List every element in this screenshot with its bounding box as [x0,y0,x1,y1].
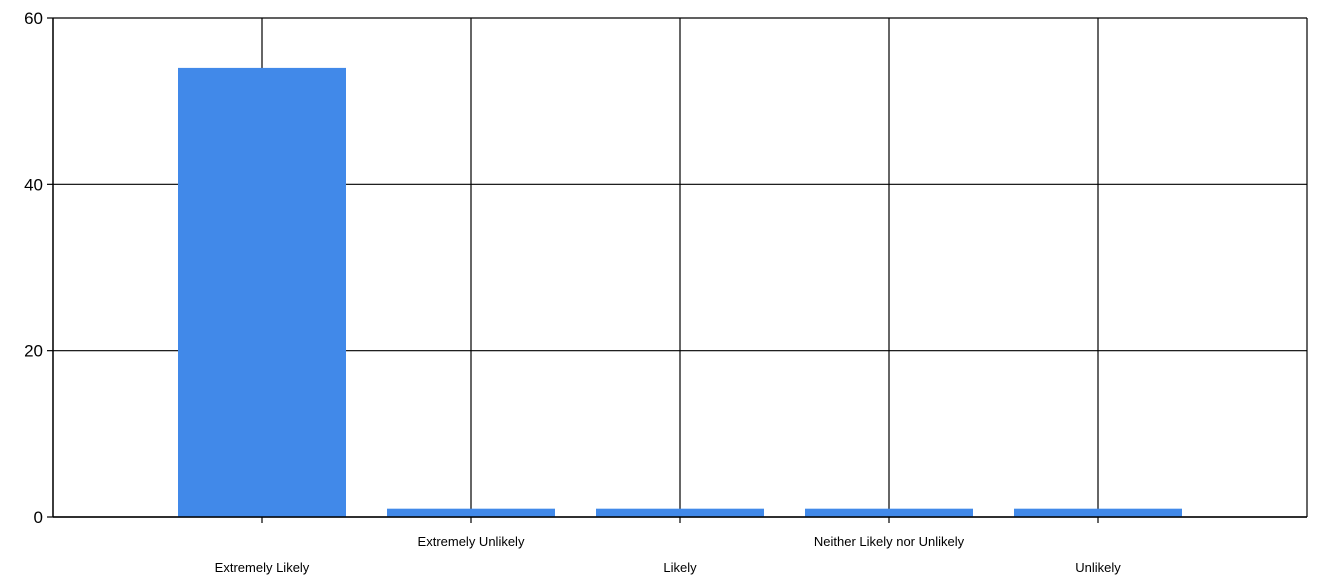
y-tick-label: 60 [24,9,43,28]
x-tick-label: Neither Likely nor Unlikely [814,534,965,549]
bar-extremely-likely [178,67,346,518]
axes [47,17,1307,523]
y-tick-labels: 0 20 40 60 [24,9,43,527]
bar-extremely-unlikely [387,508,555,517]
y-tick-label: 20 [24,342,43,361]
y-tick-label: 0 [34,508,43,527]
bars [178,67,1182,518]
x-tick-label: Unlikely [1075,560,1121,575]
x-tick-label: Likely [663,560,697,575]
x-tick-label: Extremely Likely [215,560,310,575]
x-tick-label: Extremely Unlikely [418,534,525,549]
x-tick-labels: Extremely Likely Extremely Unlikely Likely… [215,534,1122,575]
bar-neither-likely-nor-unlikely [805,508,973,517]
y-tick-label: 40 [24,175,43,194]
bar-unlikely [1014,508,1182,517]
bar-likely [596,508,764,517]
